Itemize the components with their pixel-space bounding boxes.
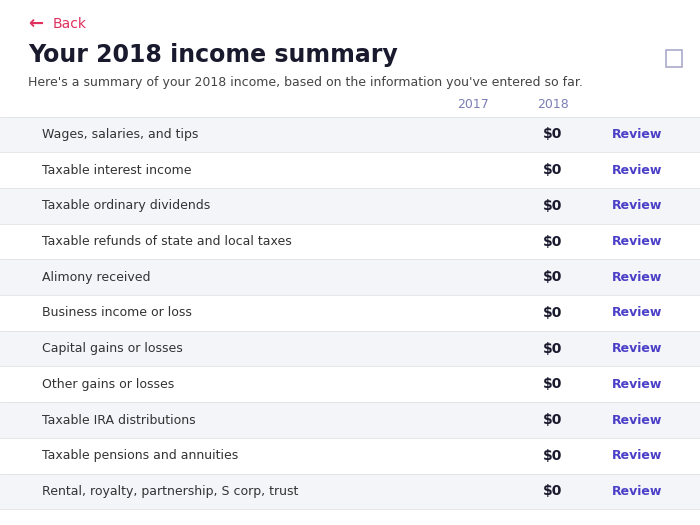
Bar (0, 366, 700, 402)
Text: Review: Review (612, 378, 662, 391)
Text: Alimony received: Alimony received (42, 271, 150, 284)
Text: Taxable pensions and annuities: Taxable pensions and annuities (42, 449, 238, 462)
Text: Review: Review (612, 414, 662, 426)
Text: Review: Review (612, 342, 662, 355)
Text: $0: $0 (543, 199, 563, 213)
Text: 2018: 2018 (537, 99, 569, 111)
Text: Rental, royalty, partnership, S corp, trust: Rental, royalty, partnership, S corp, tr… (42, 485, 298, 498)
Text: 2017: 2017 (456, 99, 489, 111)
Text: Taxable IRA distributions: Taxable IRA distributions (42, 414, 195, 426)
Text: Review: Review (612, 128, 662, 141)
Text: Review: Review (612, 449, 662, 462)
Text: $0: $0 (543, 377, 563, 391)
Bar (0, 188, 700, 224)
Text: Review: Review (612, 307, 662, 319)
Bar (0, 438, 700, 474)
Bar (0, 295, 700, 331)
Text: Taxable ordinary dividends: Taxable ordinary dividends (42, 200, 210, 212)
Text: $0: $0 (543, 128, 563, 141)
Text: Taxable interest income: Taxable interest income (42, 164, 192, 176)
Bar (0, 224, 700, 259)
Bar (0, 152, 700, 188)
Text: $0: $0 (543, 413, 563, 427)
Text: $0: $0 (543, 485, 563, 498)
Text: $0: $0 (543, 270, 563, 284)
Text: Review: Review (612, 485, 662, 498)
Text: Review: Review (612, 271, 662, 284)
Text: Review: Review (612, 164, 662, 176)
Text: $0: $0 (543, 306, 563, 320)
Text: Other gains or losses: Other gains or losses (42, 378, 174, 391)
Text: Review: Review (612, 235, 662, 248)
Text: $0: $0 (543, 449, 563, 463)
Text: ←: ← (28, 15, 43, 33)
Text: $0: $0 (543, 235, 563, 248)
Text: $0: $0 (543, 163, 563, 177)
Text: Capital gains or losses: Capital gains or losses (42, 342, 183, 355)
Text: Taxable refunds of state and local taxes: Taxable refunds of state and local taxes (42, 235, 292, 248)
Text: $0: $0 (543, 342, 563, 355)
Text: Review: Review (612, 200, 662, 212)
Text: Your 2018 income summary: Your 2018 income summary (28, 43, 398, 67)
Text: Here's a summary of your 2018 income, based on the information you've entered so: Here's a summary of your 2018 income, ba… (28, 76, 583, 89)
Bar (0, 402, 700, 438)
Bar (0, 474, 700, 509)
Text: Back: Back (52, 17, 87, 30)
Bar (0, 117, 700, 152)
Text: Wages, salaries, and tips: Wages, salaries, and tips (42, 128, 198, 141)
Bar (0, 259, 700, 295)
Bar (0, 331, 700, 366)
Text: Business income or loss: Business income or loss (42, 307, 192, 319)
